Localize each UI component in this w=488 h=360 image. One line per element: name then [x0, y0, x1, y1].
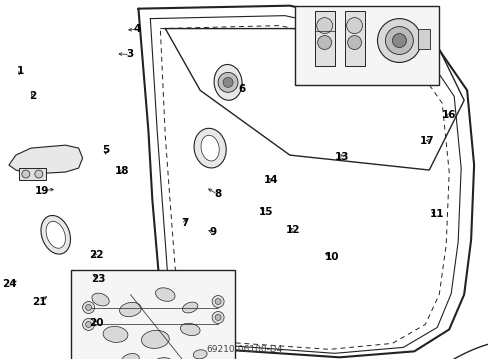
- Circle shape: [85, 321, 91, 328]
- Bar: [294, 6, 438, 85]
- Text: 18: 18: [114, 166, 129, 176]
- Circle shape: [347, 36, 361, 50]
- Polygon shape: [19, 168, 46, 180]
- Ellipse shape: [92, 293, 109, 306]
- Text: 1: 1: [17, 66, 24, 76]
- Text: 16: 16: [441, 111, 455, 121]
- Ellipse shape: [41, 216, 70, 254]
- Circle shape: [316, 18, 332, 33]
- Text: 2: 2: [29, 91, 36, 101]
- Text: 17: 17: [419, 136, 434, 145]
- Text: 24: 24: [2, 279, 17, 289]
- Ellipse shape: [120, 302, 141, 317]
- Text: 13: 13: [334, 152, 348, 162]
- Ellipse shape: [201, 135, 219, 161]
- Circle shape: [215, 315, 221, 320]
- Ellipse shape: [141, 330, 169, 348]
- Circle shape: [82, 302, 94, 314]
- Ellipse shape: [103, 327, 128, 342]
- Circle shape: [35, 170, 42, 178]
- Text: 4: 4: [133, 24, 141, 35]
- Bar: [71, 270, 235, 360]
- Text: 12: 12: [285, 225, 300, 235]
- Circle shape: [215, 298, 221, 305]
- Text: 22: 22: [88, 250, 103, 260]
- Ellipse shape: [193, 350, 207, 359]
- Circle shape: [85, 305, 91, 310]
- Ellipse shape: [46, 221, 65, 248]
- Text: 14: 14: [264, 175, 278, 185]
- Circle shape: [212, 296, 224, 307]
- Ellipse shape: [194, 128, 226, 168]
- Text: 7: 7: [181, 218, 188, 228]
- Circle shape: [377, 19, 421, 62]
- Circle shape: [385, 27, 412, 54]
- Circle shape: [317, 36, 331, 50]
- Bar: [314, 11, 334, 66]
- Text: 19: 19: [35, 186, 49, 196]
- Circle shape: [346, 18, 362, 33]
- Text: 15: 15: [259, 207, 273, 217]
- Circle shape: [22, 170, 30, 178]
- Ellipse shape: [154, 358, 176, 360]
- Text: 21: 21: [32, 297, 46, 307]
- Circle shape: [212, 311, 224, 323]
- Circle shape: [392, 33, 406, 48]
- Text: 10: 10: [324, 252, 339, 262]
- Text: 69210-06100-D4: 69210-06100-D4: [206, 345, 282, 354]
- Ellipse shape: [180, 323, 200, 336]
- Text: 3: 3: [126, 49, 133, 59]
- Polygon shape: [9, 145, 82, 174]
- Text: 8: 8: [214, 189, 221, 199]
- Circle shape: [218, 72, 238, 92]
- Text: 6: 6: [238, 84, 245, 94]
- Text: 9: 9: [209, 227, 216, 237]
- Ellipse shape: [122, 354, 139, 360]
- Text: 11: 11: [429, 209, 443, 219]
- Ellipse shape: [214, 64, 242, 100]
- Ellipse shape: [155, 288, 175, 301]
- Bar: [344, 11, 364, 66]
- Text: 20: 20: [88, 319, 103, 328]
- Circle shape: [82, 319, 94, 330]
- Text: 23: 23: [91, 274, 105, 284]
- Bar: [417, 28, 429, 49]
- Circle shape: [223, 77, 233, 87]
- Ellipse shape: [182, 302, 198, 313]
- Text: 5: 5: [102, 144, 109, 154]
